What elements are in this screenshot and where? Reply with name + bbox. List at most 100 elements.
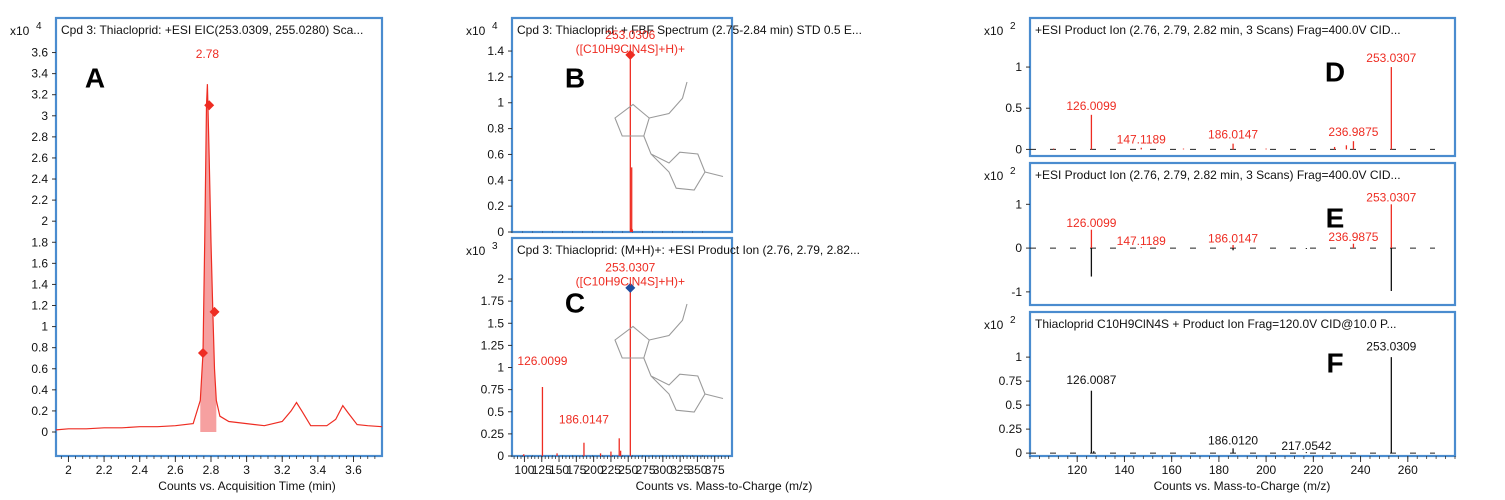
y-tick-label: 2.8: [31, 130, 48, 144]
chloro-bond: [704, 393, 724, 400]
pyridine-ring: [643, 357, 706, 413]
panel-letter: A: [85, 62, 105, 93]
x-tick-label: 100: [514, 463, 534, 477]
y-tick-label: 0.2: [487, 199, 504, 213]
x-tick-label: 2.2: [96, 463, 113, 477]
peak-label: 126.0087: [1066, 373, 1116, 387]
peak-marker: [625, 282, 636, 293]
panel-letter: B: [565, 62, 585, 93]
y-tick-label: 0.25: [999, 422, 1023, 436]
y-tick-label: 0: [497, 449, 504, 463]
x-tick-label: 3.4: [310, 463, 327, 477]
panel-title: +ESI Product Ion (2.76, 2.79, 2.82 min, …: [1035, 23, 1401, 37]
y-tick-label: 0.75: [999, 374, 1023, 388]
y-tick-label: 1.4: [487, 44, 504, 58]
y-tick-label: 1.4: [31, 277, 48, 291]
thiazolidine-ring: [614, 325, 650, 359]
y-tick-label: 0: [1015, 446, 1022, 460]
x-tick-label: 180: [1209, 463, 1229, 477]
x-axis-label: Counts vs. Mass-to-Charge (m/z): [1154, 479, 1331, 493]
y-tick-label: 2.2: [31, 193, 48, 207]
y-tick-label: 1: [497, 361, 504, 375]
peak-label: ([C10H9ClN4S]+H)+: [576, 42, 685, 56]
x-tick-label: 2.8: [203, 463, 220, 477]
panel-letter: D: [1325, 56, 1345, 87]
y-tick-label: 1.75: [481, 294, 505, 308]
x-tick-label: 175: [566, 463, 586, 477]
y-tick-label: 0.4: [487, 173, 504, 187]
y-tick-label: 0.4: [31, 383, 48, 397]
exponent-power: 2: [1010, 315, 1016, 326]
peak-label: 186.0147: [559, 412, 609, 426]
exponent-power: 3: [492, 241, 498, 252]
y-tick-label: 2.6: [31, 151, 48, 165]
x-tick-label: 3: [243, 463, 250, 477]
y-tick-label: 2: [41, 214, 48, 228]
chart-panel-f: Thiacloprid C10H9ClN4S + Product Ion Fra…: [984, 310, 1457, 493]
y-tick-label: 0: [1015, 142, 1022, 156]
y-tick-label: 0.8: [31, 341, 48, 355]
exponent-power: 4: [36, 21, 42, 32]
exponent-label: x10: [984, 24, 1004, 38]
x-tick-label: 2: [65, 463, 72, 477]
y-tick-label: 0.8: [487, 122, 504, 136]
chart-panel-e: +ESI Product Ion (2.76, 2.79, 2.82 min, …: [984, 161, 1457, 307]
peak-label: 126.0099: [517, 354, 567, 368]
peak-label: 186.0147: [1208, 128, 1258, 142]
structure-image: [614, 81, 724, 191]
exponent-label: x10: [984, 169, 1004, 183]
x-tick-label: 2.4: [131, 463, 148, 477]
x-axis-label: Counts vs. Mass-to-Charge (m/z): [636, 479, 813, 493]
exponent-power: 4: [492, 21, 498, 32]
peak-marker: [625, 49, 636, 60]
panel-title: Cpd 3: Thiacloprid: + FBF Spectrum (2.75…: [517, 23, 862, 37]
x-tick-label: 3.2: [274, 463, 291, 477]
peak-label: 253.0306: [605, 28, 655, 42]
peak-label: 253.0307: [1366, 51, 1416, 65]
x-tick-label: 3.6: [345, 463, 362, 477]
x-tick-label: 250: [618, 463, 638, 477]
peak-label: 147.1189: [1117, 234, 1166, 248]
y-tick-label: 0.5: [487, 405, 504, 419]
peak-label: 253.0307: [1366, 191, 1416, 205]
y-tick-label: 1.5: [487, 316, 504, 330]
y-tick-label: 2.4: [31, 172, 48, 186]
y-tick-label: 0: [41, 425, 48, 439]
peak-label: 2.78: [196, 47, 220, 61]
peak-label: 186.0147: [1208, 231, 1258, 245]
x-tick-label: 125: [532, 463, 552, 477]
y-tick-label: 3.6: [31, 46, 48, 60]
panel-frame: [1028, 161, 1457, 307]
x-tick-label: 225: [601, 463, 621, 477]
peak-label: 126.0099: [1066, 216, 1116, 230]
peak-label: 126.0099: [1066, 99, 1116, 113]
y-tick-label: -1: [1011, 285, 1022, 299]
x-tick-label: 350: [687, 463, 707, 477]
peak-marker: [197, 347, 208, 358]
y-tick-label: 1.2: [487, 70, 504, 84]
peak-label: ([C10H9ClN4S]+H)+: [576, 274, 685, 288]
imine-chain: [649, 81, 688, 119]
y-tick-label: 3.2: [31, 88, 48, 102]
exponent-power: 2: [1010, 166, 1016, 177]
chart-panel-a: Cpd 3: Thiacloprid: +ESI EIC(253.0309, 2…: [10, 16, 384, 493]
y-tick-label: 0: [1015, 241, 1022, 255]
panel-frame: [1028, 310, 1457, 458]
imine-chain: [649, 303, 688, 341]
x-tick-label: 375: [705, 463, 725, 477]
peak-label: 217.0542: [1281, 439, 1331, 453]
y-tick-label: 1.8: [31, 235, 48, 249]
y-tick-label: 2: [497, 272, 504, 286]
y-tick-label: 0.6: [487, 147, 504, 161]
x-tick-label: 325: [670, 463, 690, 477]
panel-title: Cpd 3: Thiacloprid: +ESI EIC(253.0309, 2…: [61, 23, 363, 37]
y-tick-label: 0.5: [1005, 398, 1022, 412]
panel-title: Cpd 3: Thiacloprid: (M+H)+: +ESI Product…: [517, 243, 860, 257]
y-tick-label: 1: [1015, 197, 1022, 211]
chart-panel-b: Cpd 3: Thiacloprid: + FBF Spectrum (2.75…: [466, 16, 862, 239]
panel-frame: [1028, 16, 1457, 158]
y-tick-label: 1.25: [481, 338, 505, 352]
x-tick-label: 160: [1162, 463, 1182, 477]
x-tick-label: 120: [1067, 463, 1087, 477]
y-tick-label: 3.4: [31, 67, 48, 81]
